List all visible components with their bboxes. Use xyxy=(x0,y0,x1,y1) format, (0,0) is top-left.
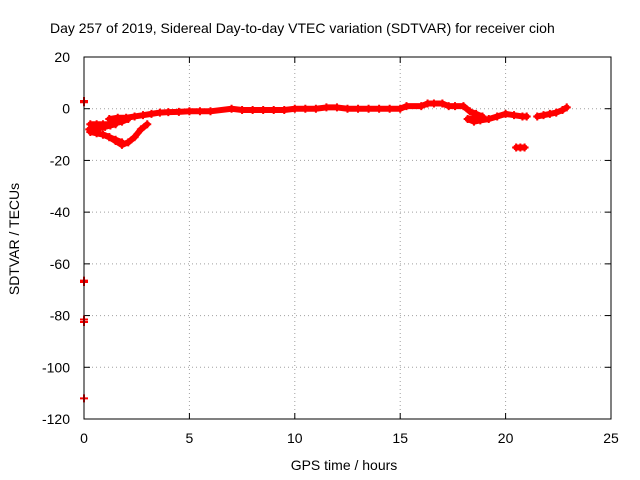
y-tick-label: -60 xyxy=(50,256,70,272)
y-tick-label: -100 xyxy=(42,359,70,375)
x-tick-label: 5 xyxy=(186,430,194,446)
data-trace xyxy=(207,105,235,115)
x-tick-label: 0 xyxy=(80,430,88,446)
y-axis-label: SDTVAR / TECUs xyxy=(6,183,22,295)
y-tick-label: -20 xyxy=(50,152,70,168)
y-tick-label: -120 xyxy=(42,411,70,427)
y-tick-label: 20 xyxy=(54,49,70,65)
chart-title: Day 257 of 2019, Sidereal Day-to-day VTE… xyxy=(50,20,555,36)
data-trace xyxy=(137,121,151,133)
x-axis-ticks: 0 5 10 15 20 25 xyxy=(80,57,619,446)
x-tick-label: 20 xyxy=(498,430,514,446)
x-tick-label: 15 xyxy=(392,430,408,446)
y-tick-label: -40 xyxy=(50,204,70,220)
data-points xyxy=(80,96,571,403)
y-axis-ticks: 20 0 -20 -40 -60 -80 -100 -120 xyxy=(42,49,611,427)
x-tick-label: 10 xyxy=(287,430,303,446)
plot-frame xyxy=(83,56,612,420)
y-tick-label: 0 xyxy=(62,101,70,117)
x-tick-label: 25 xyxy=(603,430,619,446)
data-trace xyxy=(559,104,570,114)
y-tick-label: -80 xyxy=(50,308,70,324)
x-axis-label: GPS time / hours xyxy=(291,457,398,473)
